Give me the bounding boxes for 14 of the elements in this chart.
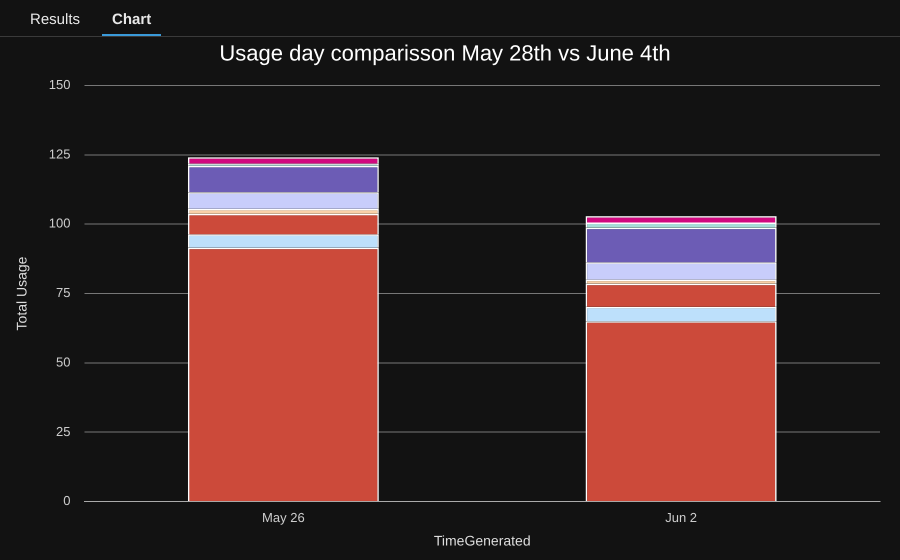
text: Results (29, 11, 82, 30)
y-tick-label: 50 (56, 354, 70, 370)
y-tick-label: 100 (48, 216, 70, 231)
chart-title: Usage day comparisson May 28th vs June 4th (219, 40, 671, 66)
x-tick-label: Jun 2 (665, 510, 698, 525)
y-tick-label: 75 (56, 285, 70, 300)
y-tick-label: 25 (56, 424, 70, 439)
y-tick-label: 125 (48, 146, 70, 162)
x-axis-title: TimeGenerated (434, 532, 531, 548)
y-tick-label: 150 (48, 76, 70, 92)
y-axis-title: Total Usage (13, 256, 30, 330)
text: Chart (102, 11, 162, 36)
x-tick-label: May 26 (262, 510, 305, 525)
y-tick-label: 0 (63, 493, 70, 508)
